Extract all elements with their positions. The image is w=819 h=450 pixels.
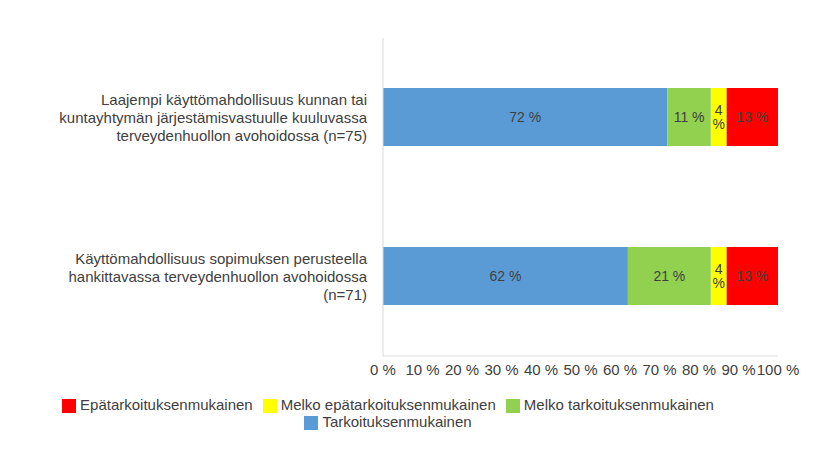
svg-text:13 %: 13 % [736, 268, 768, 284]
svg-text:40 %: 40 % [524, 361, 558, 378]
svg-text:50 %: 50 % [563, 361, 597, 378]
svg-text:62 %: 62 % [489, 268, 521, 284]
svg-text:Laajempi käyttömahdollisuus ku: Laajempi käyttömahdollisuus kunnan taiku… [59, 91, 367, 144]
svg-text:30 %: 30 % [484, 361, 518, 378]
svg-text:0 %: 0 % [370, 361, 396, 378]
svg-text:72 %: 72 % [509, 109, 541, 125]
svg-text:60 %: 60 % [603, 361, 637, 378]
svg-text:70 %: 70 % [642, 361, 676, 378]
svg-text:20 %: 20 % [445, 361, 479, 378]
svg-text:Käyttömahdollisuus sopimuksen: Käyttömahdollisuus sopimuksen perusteell… [68, 250, 367, 303]
html-text:Melko epätarkoituksenmukainen: Melko epätarkoituksenmukainen [280, 395, 496, 413]
svg-text:10 %: 10 % [405, 361, 439, 378]
svg-text:4%: 4% [713, 261, 725, 291]
svg-text:11 %: 11 % [674, 109, 705, 125]
html-text:Epätarkoituksenmukainen: Epätarkoituksenmukainen [80, 395, 253, 413]
svg-text:21 %: 21 % [653, 268, 685, 284]
svg-text:4%: 4% [713, 102, 725, 132]
html-text:Melko tarkoituksenmukainen: Melko tarkoituksenmukainen [523, 395, 714, 413]
svg-text:80 %: 80 % [682, 361, 716, 378]
svg-text:13 %: 13 % [736, 109, 768, 125]
svg-text:100 %: 100 % [757, 361, 800, 378]
svg-text:90 %: 90 % [721, 361, 755, 378]
html-text:Tarkoituksenmukainen: Tarkoituksenmukainen [322, 413, 472, 430]
